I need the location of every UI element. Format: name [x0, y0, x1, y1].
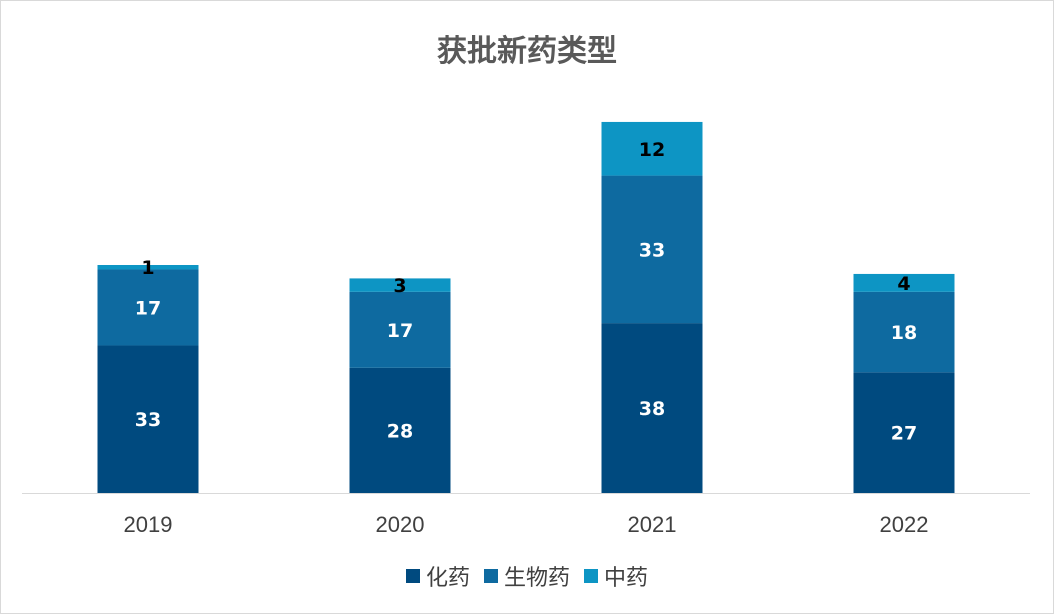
chart-legend: 化药 生物药 中药 [0, 560, 1054, 592]
bar-2021-series-0 [601, 323, 703, 493]
data-label-2021-series-0: 38 [639, 398, 665, 420]
bar-2021-series-2 [601, 121, 703, 176]
legend-item-1: 生物药 [483, 560, 570, 592]
bar-2022-series-0 [853, 372, 955, 493]
x-tick-label-2020: 2020 [376, 512, 425, 537]
data-label-2021-series-1: 33 [639, 239, 665, 261]
data-label-2020-series-0: 28 [387, 420, 413, 442]
legend-label-1: 生物药 [503, 566, 570, 591]
data-label-2022-series-2: 4 [897, 273, 910, 295]
bar-2022-series-1 [853, 291, 955, 373]
bar-2020-series-2 [349, 278, 451, 292]
data-label-2019-series-2: 1 [141, 257, 154, 279]
data-label-2021-series-2: 12 [639, 139, 665, 161]
data-label-2022-series-0: 27 [891, 423, 917, 445]
bar-2020-series-0 [349, 367, 451, 493]
bar-2019-series-1 [97, 269, 199, 346]
data-label-2019-series-1: 17 [135, 297, 161, 319]
data-label-2020-series-1: 17 [387, 320, 413, 342]
bar-2019-series-0 [97, 345, 199, 493]
legend-item-0: 化药 [405, 560, 470, 592]
x-tick-label-2019: 2019 [124, 512, 173, 537]
data-label-2022-series-1: 18 [891, 322, 917, 344]
legend-item-2: 中药 [584, 560, 648, 592]
legend-swatch-0 [405, 569, 420, 583]
x-tick-label-2021: 2021 [628, 512, 677, 537]
legend-label-0: 化药 [425, 566, 470, 591]
legend-label-2: 中药 [604, 566, 649, 591]
data-label-2019-series-0: 33 [135, 409, 161, 431]
x-tick-label-2022: 2022 [880, 512, 929, 537]
bar-2022-series-2 [853, 273, 955, 292]
chart-title: 获批新药类型 [437, 34, 617, 69]
bar-2019-series-2 [97, 265, 199, 270]
data-label-2020-series-2: 3 [393, 275, 406, 297]
legend-swatch-2 [584, 569, 598, 583]
legend-swatch-1 [483, 569, 498, 583]
bar-2020-series-1 [349, 291, 451, 368]
bar-2021-series-1 [601, 175, 703, 324]
